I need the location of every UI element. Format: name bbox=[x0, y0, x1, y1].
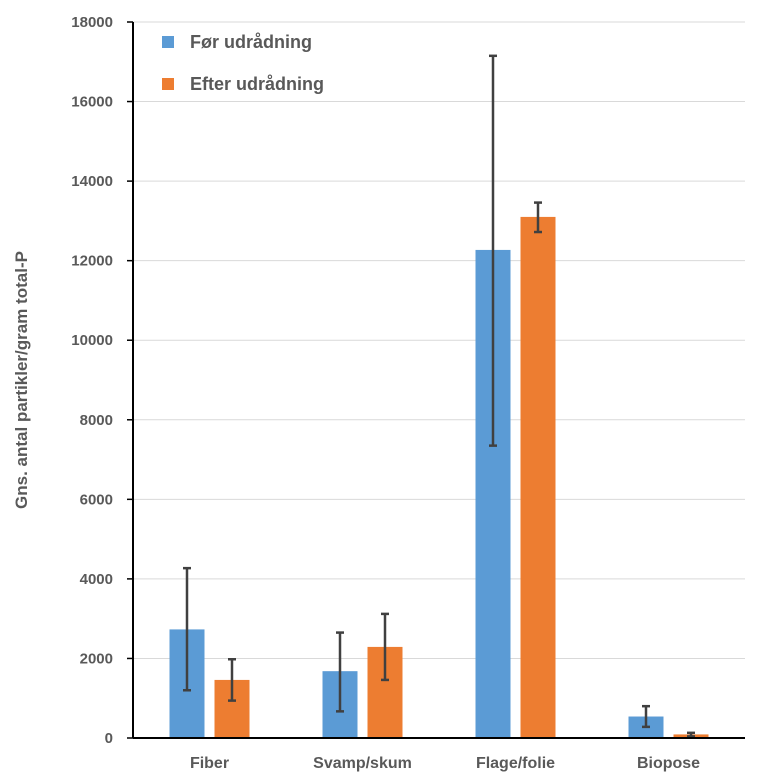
error-bars bbox=[183, 54, 695, 738]
y-tick-label: 2000 bbox=[80, 650, 113, 667]
y-axis-label: Gns. antal partikler/gram total-P bbox=[12, 251, 31, 509]
y-tick-label: 4000 bbox=[80, 571, 113, 588]
x-category-label: Biopose bbox=[637, 755, 700, 772]
y-tick-label: 0 bbox=[105, 730, 113, 747]
y-tick-label: 8000 bbox=[80, 412, 113, 429]
x-category-label: Flage/folie bbox=[476, 755, 555, 772]
x-category-labels: Fiber Svamp/skum Flage/folie Biopose bbox=[190, 755, 700, 772]
axes bbox=[127, 21, 745, 739]
legend-label: Før udrådning bbox=[190, 32, 312, 52]
legend-swatch bbox=[162, 78, 174, 90]
bar bbox=[520, 216, 556, 738]
y-tick-label: 6000 bbox=[80, 491, 113, 508]
legend-label: Efter udrådning bbox=[190, 74, 324, 94]
bars bbox=[169, 216, 709, 738]
y-tick-labels: 0 2000 4000 6000 8000 10000 12000 14000 16000 180… bbox=[71, 14, 113, 747]
y-tick-label: 12000 bbox=[71, 253, 113, 270]
legend-swatch bbox=[162, 36, 174, 48]
x-category-label: Svamp/skum bbox=[313, 755, 412, 772]
legend: Før udrådning Efter udrådning bbox=[162, 32, 324, 94]
y-tick-label: 16000 bbox=[71, 94, 113, 111]
y-tick-label: 14000 bbox=[71, 173, 113, 190]
y-tick-label: 18000 bbox=[71, 14, 113, 31]
y-tick-label: 10000 bbox=[71, 332, 113, 349]
x-category-label: Fiber bbox=[190, 755, 229, 772]
gridlines bbox=[133, 21, 745, 659]
